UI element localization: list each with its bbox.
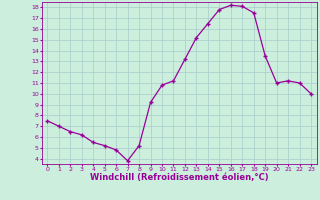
X-axis label: Windchill (Refroidissement éolien,°C): Windchill (Refroidissement éolien,°C) <box>90 173 268 182</box>
